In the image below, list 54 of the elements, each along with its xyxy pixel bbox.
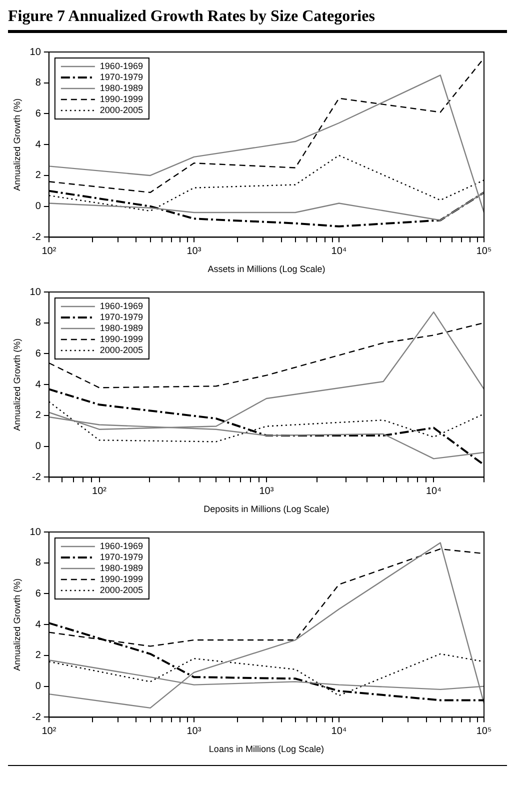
y-tick-label: 8 (35, 318, 42, 329)
legend-label: 2000-2005 (100, 344, 143, 355)
y-tick-label: 8 (35, 78, 42, 89)
y-tick-label: -2 (32, 472, 42, 483)
y-tick-label: 2 (35, 170, 42, 182)
y-axis-title: Annualized Growth (%) (12, 98, 22, 191)
x-tick-label: 10³ (259, 486, 274, 497)
legend-label: 1980-1989 (100, 322, 143, 333)
y-tick-label: 0 (35, 441, 42, 452)
legend-label: 1970-1979 (100, 552, 143, 562)
legend-label: 1990-1999 (100, 574, 143, 584)
x-axis-title: Assets in Millions (Log Scale) (208, 264, 326, 274)
x-tick-label: 10³ (186, 726, 202, 737)
legend-label: 1980-1989 (100, 562, 143, 573)
y-tick-label: 0 (35, 201, 42, 212)
legend-label: 1960-1969 (100, 540, 143, 551)
y-tick-label: 4 (35, 619, 42, 630)
x-tick-label: 10⁵ (476, 246, 492, 257)
y-tick-label: 6 (35, 588, 42, 600)
y-tick-label: -2 (32, 712, 42, 723)
legend-label: 1960-1969 (100, 300, 143, 311)
x-tick-label: 10² (42, 726, 57, 737)
x-tick-label: 10⁵ (476, 726, 492, 737)
legend-label: 1970-1979 (100, 312, 143, 322)
x-tick-label: 10² (42, 246, 57, 257)
x-axis-title: Loans in Millions (Log Scale) (208, 744, 324, 754)
y-tick-label: 0 (35, 681, 42, 692)
y-axis-title: Annualized Growth (%) (12, 578, 22, 671)
y-tick-label: 10 (30, 526, 42, 538)
y-tick-label: -2 (32, 232, 42, 243)
legend-label: 2000-2005 (100, 584, 143, 595)
x-axis-title: Deposits in Millions (Log Scale) (204, 504, 330, 514)
legend-label: 1990-1999 (100, 94, 143, 104)
legend-label: 1990-1999 (100, 334, 143, 344)
y-axis-title: Annualized Growth (%) (12, 338, 22, 431)
y-tick-label: 8 (35, 558, 42, 569)
y-tick-label: 4 (35, 139, 42, 150)
x-tick-label: 10³ (186, 246, 202, 257)
x-tick-label: 10² (92, 486, 108, 497)
y-tick-label: 4 (35, 379, 42, 390)
x-tick-label: 10⁴ (426, 486, 442, 497)
legend-label: 2000-2005 (100, 104, 143, 115)
y-tick-label: 2 (35, 410, 42, 422)
y-tick-label: 10 (30, 286, 42, 298)
y-tick-label: 10 (30, 46, 42, 58)
y-tick-label: 6 (35, 348, 42, 360)
chart-title: Figure 7 Annualized Growth Rates by Size Categories (8, 8, 507, 33)
legend-label: 1980-1989 (100, 82, 143, 93)
legend-label: 1970-1979 (100, 72, 143, 82)
legend-label: 1960-1969 (100, 60, 143, 71)
y-tick-label: 6 (35, 108, 42, 120)
x-tick-label: 10⁴ (331, 726, 347, 737)
x-tick-label: 10⁴ (331, 246, 347, 257)
y-tick-label: 2 (35, 650, 42, 662)
